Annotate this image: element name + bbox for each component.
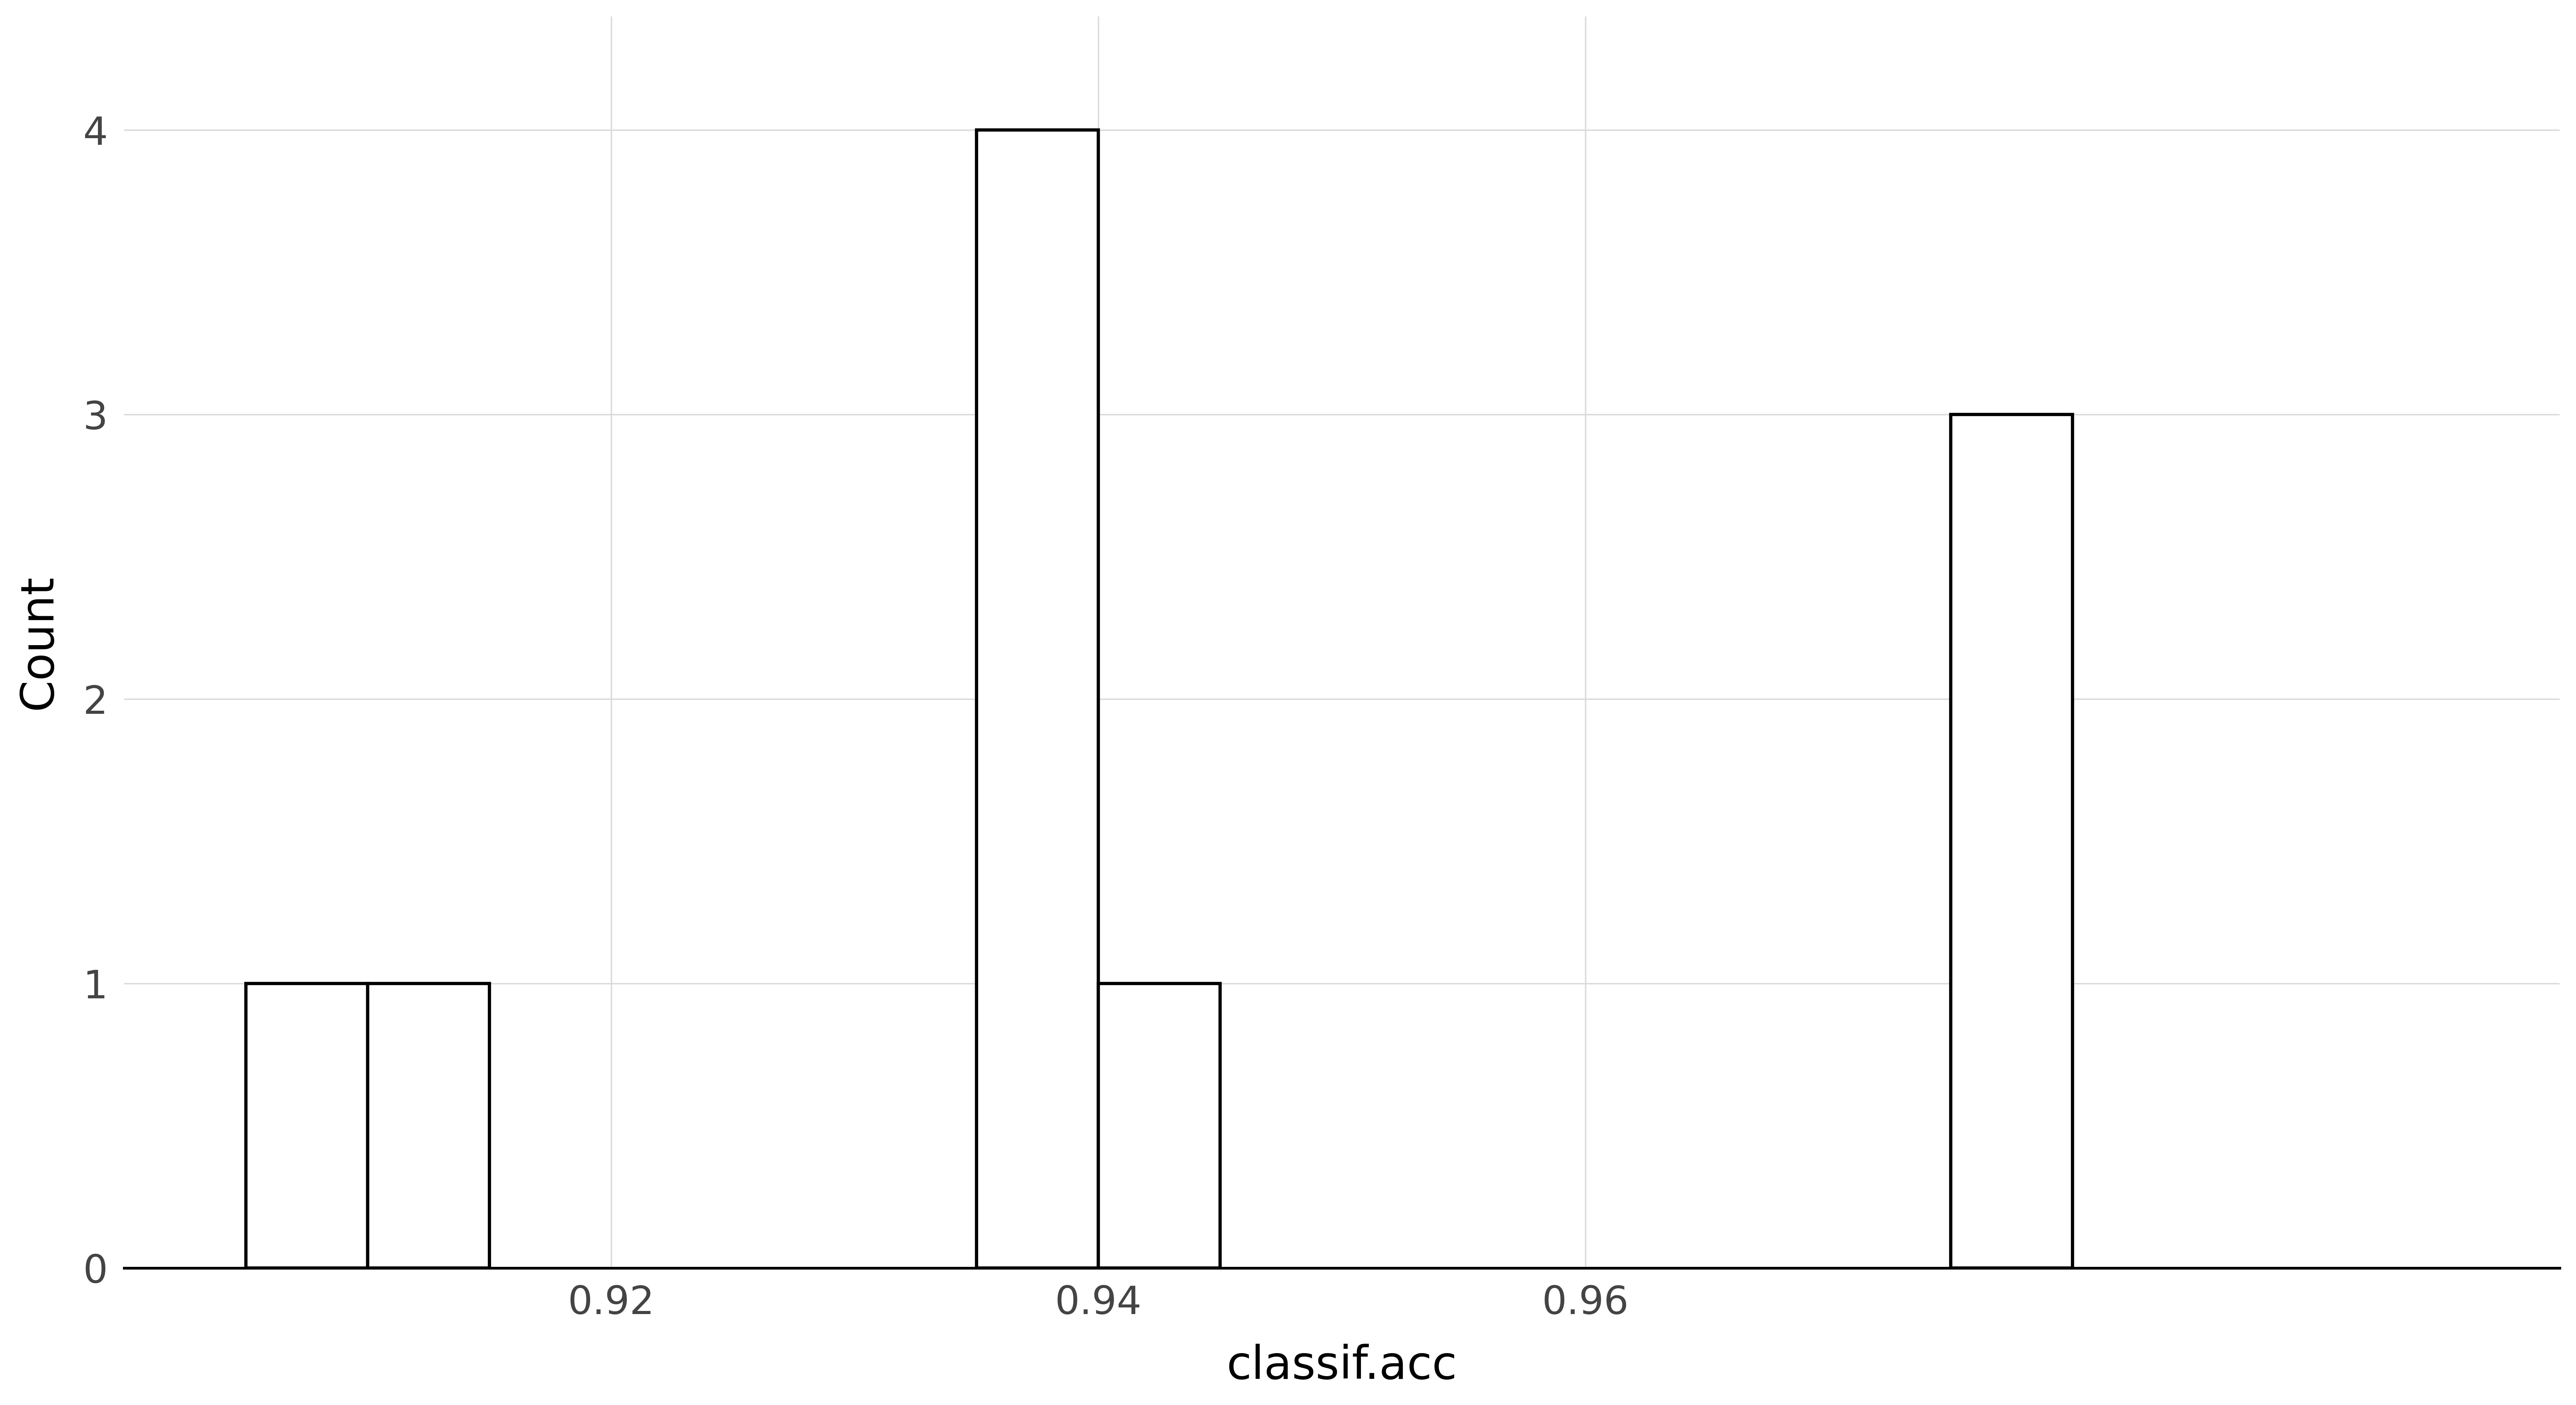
Bar bbox=[1097, 984, 1221, 1269]
Y-axis label: Count: Count bbox=[15, 575, 62, 710]
Bar bbox=[245, 984, 368, 1269]
X-axis label: classif.acc: classif.acc bbox=[1226, 1343, 1458, 1388]
Bar bbox=[976, 131, 1097, 1269]
Bar bbox=[1950, 414, 2074, 1269]
Bar bbox=[368, 984, 489, 1269]
